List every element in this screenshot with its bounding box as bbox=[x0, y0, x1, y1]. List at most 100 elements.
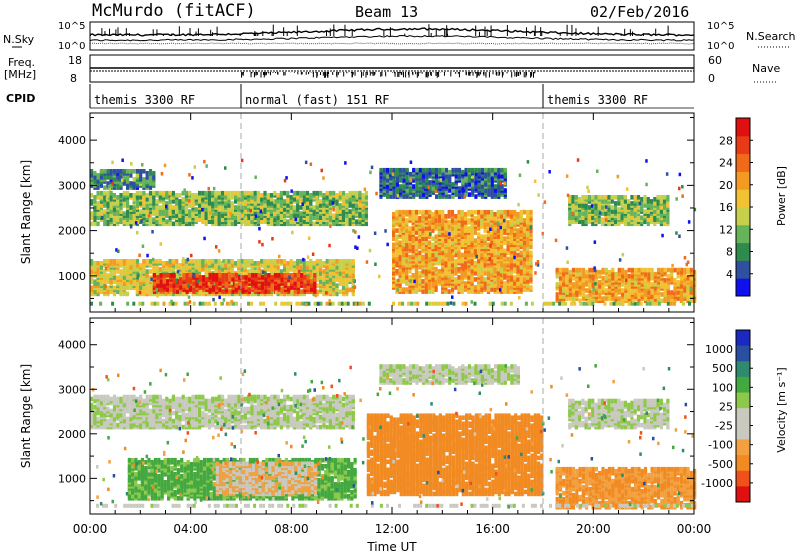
echo-cell bbox=[441, 259, 444, 264]
echo-cell bbox=[474, 210, 477, 215]
echo-cell bbox=[379, 178, 382, 183]
echo-cell bbox=[428, 241, 431, 246]
echo-cell bbox=[421, 261, 424, 266]
echo-cell bbox=[516, 228, 519, 233]
echo-cell bbox=[507, 257, 510, 262]
echo-cell bbox=[408, 243, 411, 248]
echo-cell bbox=[106, 219, 109, 224]
echo-cell bbox=[97, 261, 100, 266]
echo-cell bbox=[257, 261, 260, 266]
echo-cell bbox=[316, 265, 319, 270]
echo-cell bbox=[126, 199, 129, 204]
echo-cell bbox=[153, 273, 156, 278]
echo-cell bbox=[335, 213, 338, 218]
echo-cell bbox=[516, 281, 519, 286]
echo-cell bbox=[477, 222, 480, 227]
echo-cell bbox=[93, 261, 96, 266]
echo-cell bbox=[129, 173, 132, 178]
echo-cell bbox=[139, 201, 142, 206]
echo-cell bbox=[119, 269, 122, 274]
echo-cell bbox=[178, 263, 181, 268]
echo-cell bbox=[365, 191, 368, 196]
echo-cell bbox=[431, 253, 434, 258]
echo-cell bbox=[438, 210, 441, 215]
echo-cell bbox=[415, 168, 418, 173]
echo-cell bbox=[618, 268, 621, 273]
echo-cell bbox=[319, 199, 322, 204]
echo-cell bbox=[310, 279, 313, 284]
echo-cell bbox=[507, 247, 510, 252]
echo-cell bbox=[339, 209, 342, 214]
echo-cell bbox=[383, 168, 386, 173]
beam-title: Beam 13 bbox=[355, 3, 418, 21]
echo-cell bbox=[595, 290, 598, 295]
echo-cell bbox=[222, 289, 225, 294]
echo-cell bbox=[458, 174, 461, 179]
echo-cell bbox=[335, 292, 338, 297]
echo-cell bbox=[169, 273, 172, 278]
echo-cell bbox=[461, 238, 464, 243]
echo-cell bbox=[165, 219, 168, 224]
echo-cell bbox=[477, 285, 480, 290]
echo-cell bbox=[451, 287, 454, 292]
echo-cell bbox=[172, 259, 175, 264]
echo-cell bbox=[393, 178, 396, 183]
echo-cell bbox=[503, 285, 506, 290]
echo-cell bbox=[405, 269, 408, 274]
echo-cell bbox=[250, 215, 253, 220]
echo-cell bbox=[303, 263, 306, 268]
echo-cell bbox=[526, 224, 529, 229]
echo-cell bbox=[582, 268, 585, 273]
echo-cell bbox=[283, 263, 286, 268]
echo-cell bbox=[484, 263, 487, 268]
echo-cell bbox=[100, 203, 103, 208]
echo-cell bbox=[188, 222, 191, 227]
echo-cell bbox=[293, 205, 296, 210]
echo-cell bbox=[429, 168, 432, 173]
echo-cell bbox=[484, 285, 487, 290]
echo-cell bbox=[513, 210, 516, 215]
echo-cell bbox=[458, 168, 461, 173]
echo-cell bbox=[467, 226, 470, 231]
echo-cell bbox=[500, 267, 503, 272]
echo-cell bbox=[441, 236, 444, 241]
echo-cell bbox=[415, 259, 418, 264]
echo-cell bbox=[286, 261, 289, 266]
echo-cell bbox=[263, 217, 266, 222]
echo-cell bbox=[592, 274, 595, 279]
echo-cell bbox=[503, 236, 506, 241]
echo-cell bbox=[103, 191, 106, 196]
echo-cell bbox=[569, 278, 572, 283]
echo-cell bbox=[123, 259, 126, 264]
echo-cell bbox=[615, 272, 618, 277]
echo-cell bbox=[523, 253, 526, 258]
echo-cell bbox=[457, 275, 460, 280]
echo-cell bbox=[392, 243, 395, 248]
echo-cell bbox=[467, 275, 470, 280]
echo-cell bbox=[313, 205, 316, 210]
echo-cell bbox=[504, 168, 507, 173]
noise-search-trace bbox=[90, 36, 694, 41]
echo-cell bbox=[123, 211, 126, 216]
echo-cell bbox=[526, 257, 529, 262]
echo-cell bbox=[237, 263, 240, 268]
echo-cell bbox=[513, 251, 516, 256]
nave-tick-top: 60 bbox=[708, 54, 722, 67]
echo-cell bbox=[448, 271, 451, 276]
echo-cell bbox=[172, 267, 175, 272]
echo-cell bbox=[431, 243, 434, 248]
echo-cell bbox=[402, 178, 405, 183]
echo-cell bbox=[441, 251, 444, 256]
echo-cell bbox=[467, 218, 470, 223]
echo-cell bbox=[520, 261, 523, 266]
echo-cell bbox=[234, 195, 237, 200]
echo-cell bbox=[408, 226, 411, 231]
echo-cell bbox=[444, 249, 447, 254]
echo-cell bbox=[257, 191, 260, 196]
echo-cell bbox=[526, 220, 529, 225]
echo-cell bbox=[231, 191, 234, 196]
echo-cell bbox=[491, 176, 494, 181]
echo-cell bbox=[264, 281, 267, 286]
echo-cell bbox=[588, 284, 591, 289]
